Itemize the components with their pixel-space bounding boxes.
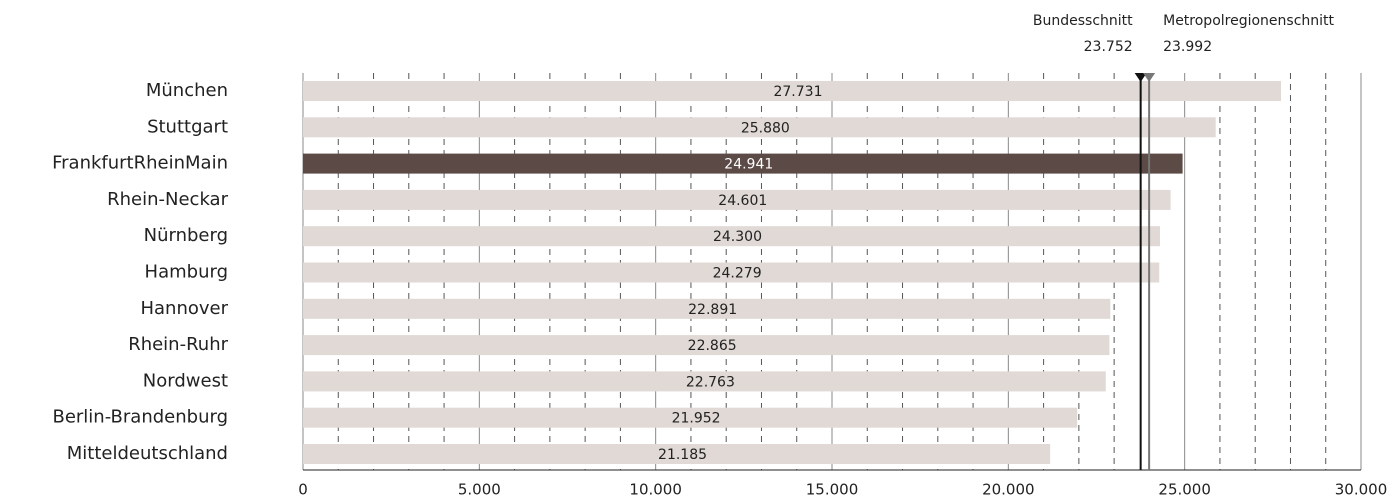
category-label: Nordwest	[143, 370, 228, 391]
value-label: 22.763	[686, 374, 735, 390]
bar	[303, 153, 1183, 174]
value-label: 24.601	[718, 193, 767, 209]
bar	[303, 335, 1110, 356]
reference-value: 23.992	[1163, 39, 1212, 55]
bar	[303, 262, 1160, 283]
value-label: 27.731	[773, 84, 822, 100]
bar	[303, 117, 1216, 138]
reference-marker	[1134, 73, 1147, 82]
x-tick-label: 0	[298, 481, 308, 499]
value-label: 24.279	[713, 266, 762, 282]
value-label: 22.891	[688, 302, 737, 318]
bar	[303, 189, 1171, 210]
reference-name: Bundesschnitt	[1033, 13, 1133, 29]
value-label: 25.880	[741, 120, 790, 136]
category-label: FrankfurtRheinMain	[52, 153, 228, 174]
category-label: Rhein-Neckar	[107, 189, 228, 210]
value-label: 24.941	[724, 157, 773, 173]
bar	[303, 371, 1106, 392]
bar	[303, 226, 1160, 247]
category-label: Stuttgart	[147, 116, 228, 137]
category-label: München	[146, 80, 228, 101]
reference-name: Metropolregionenschnitt	[1163, 13, 1334, 29]
value-label: 21.952	[672, 411, 721, 427]
category-label: Nürnberg	[144, 225, 228, 246]
x-tick-label: 30.000	[1335, 481, 1388, 499]
category-label: Rhein-Ruhr	[128, 334, 228, 355]
x-tick-label: 5.000	[458, 481, 501, 499]
x-tick-label: 10.000	[629, 481, 682, 499]
reference-value: 23.752	[1084, 39, 1133, 55]
value-label: 21.185	[658, 447, 707, 463]
x-tick-label: 25.000	[1158, 481, 1211, 499]
bar	[303, 81, 1281, 101]
reference-marker	[1143, 73, 1156, 82]
value-label: 22.865	[688, 338, 737, 354]
category-label: Mitteldeutschland	[67, 443, 228, 464]
bar	[303, 444, 1051, 464]
value-label: 24.300	[713, 229, 762, 245]
category-label: Berlin-Brandenburg	[52, 407, 228, 428]
bar	[303, 407, 1078, 428]
x-tick-label: 20.000	[982, 481, 1035, 499]
category-label: Hannover	[140, 298, 228, 319]
bar	[303, 298, 1111, 319]
category-label: Hamburg	[145, 262, 228, 283]
x-tick-label: 15.000	[806, 481, 859, 499]
